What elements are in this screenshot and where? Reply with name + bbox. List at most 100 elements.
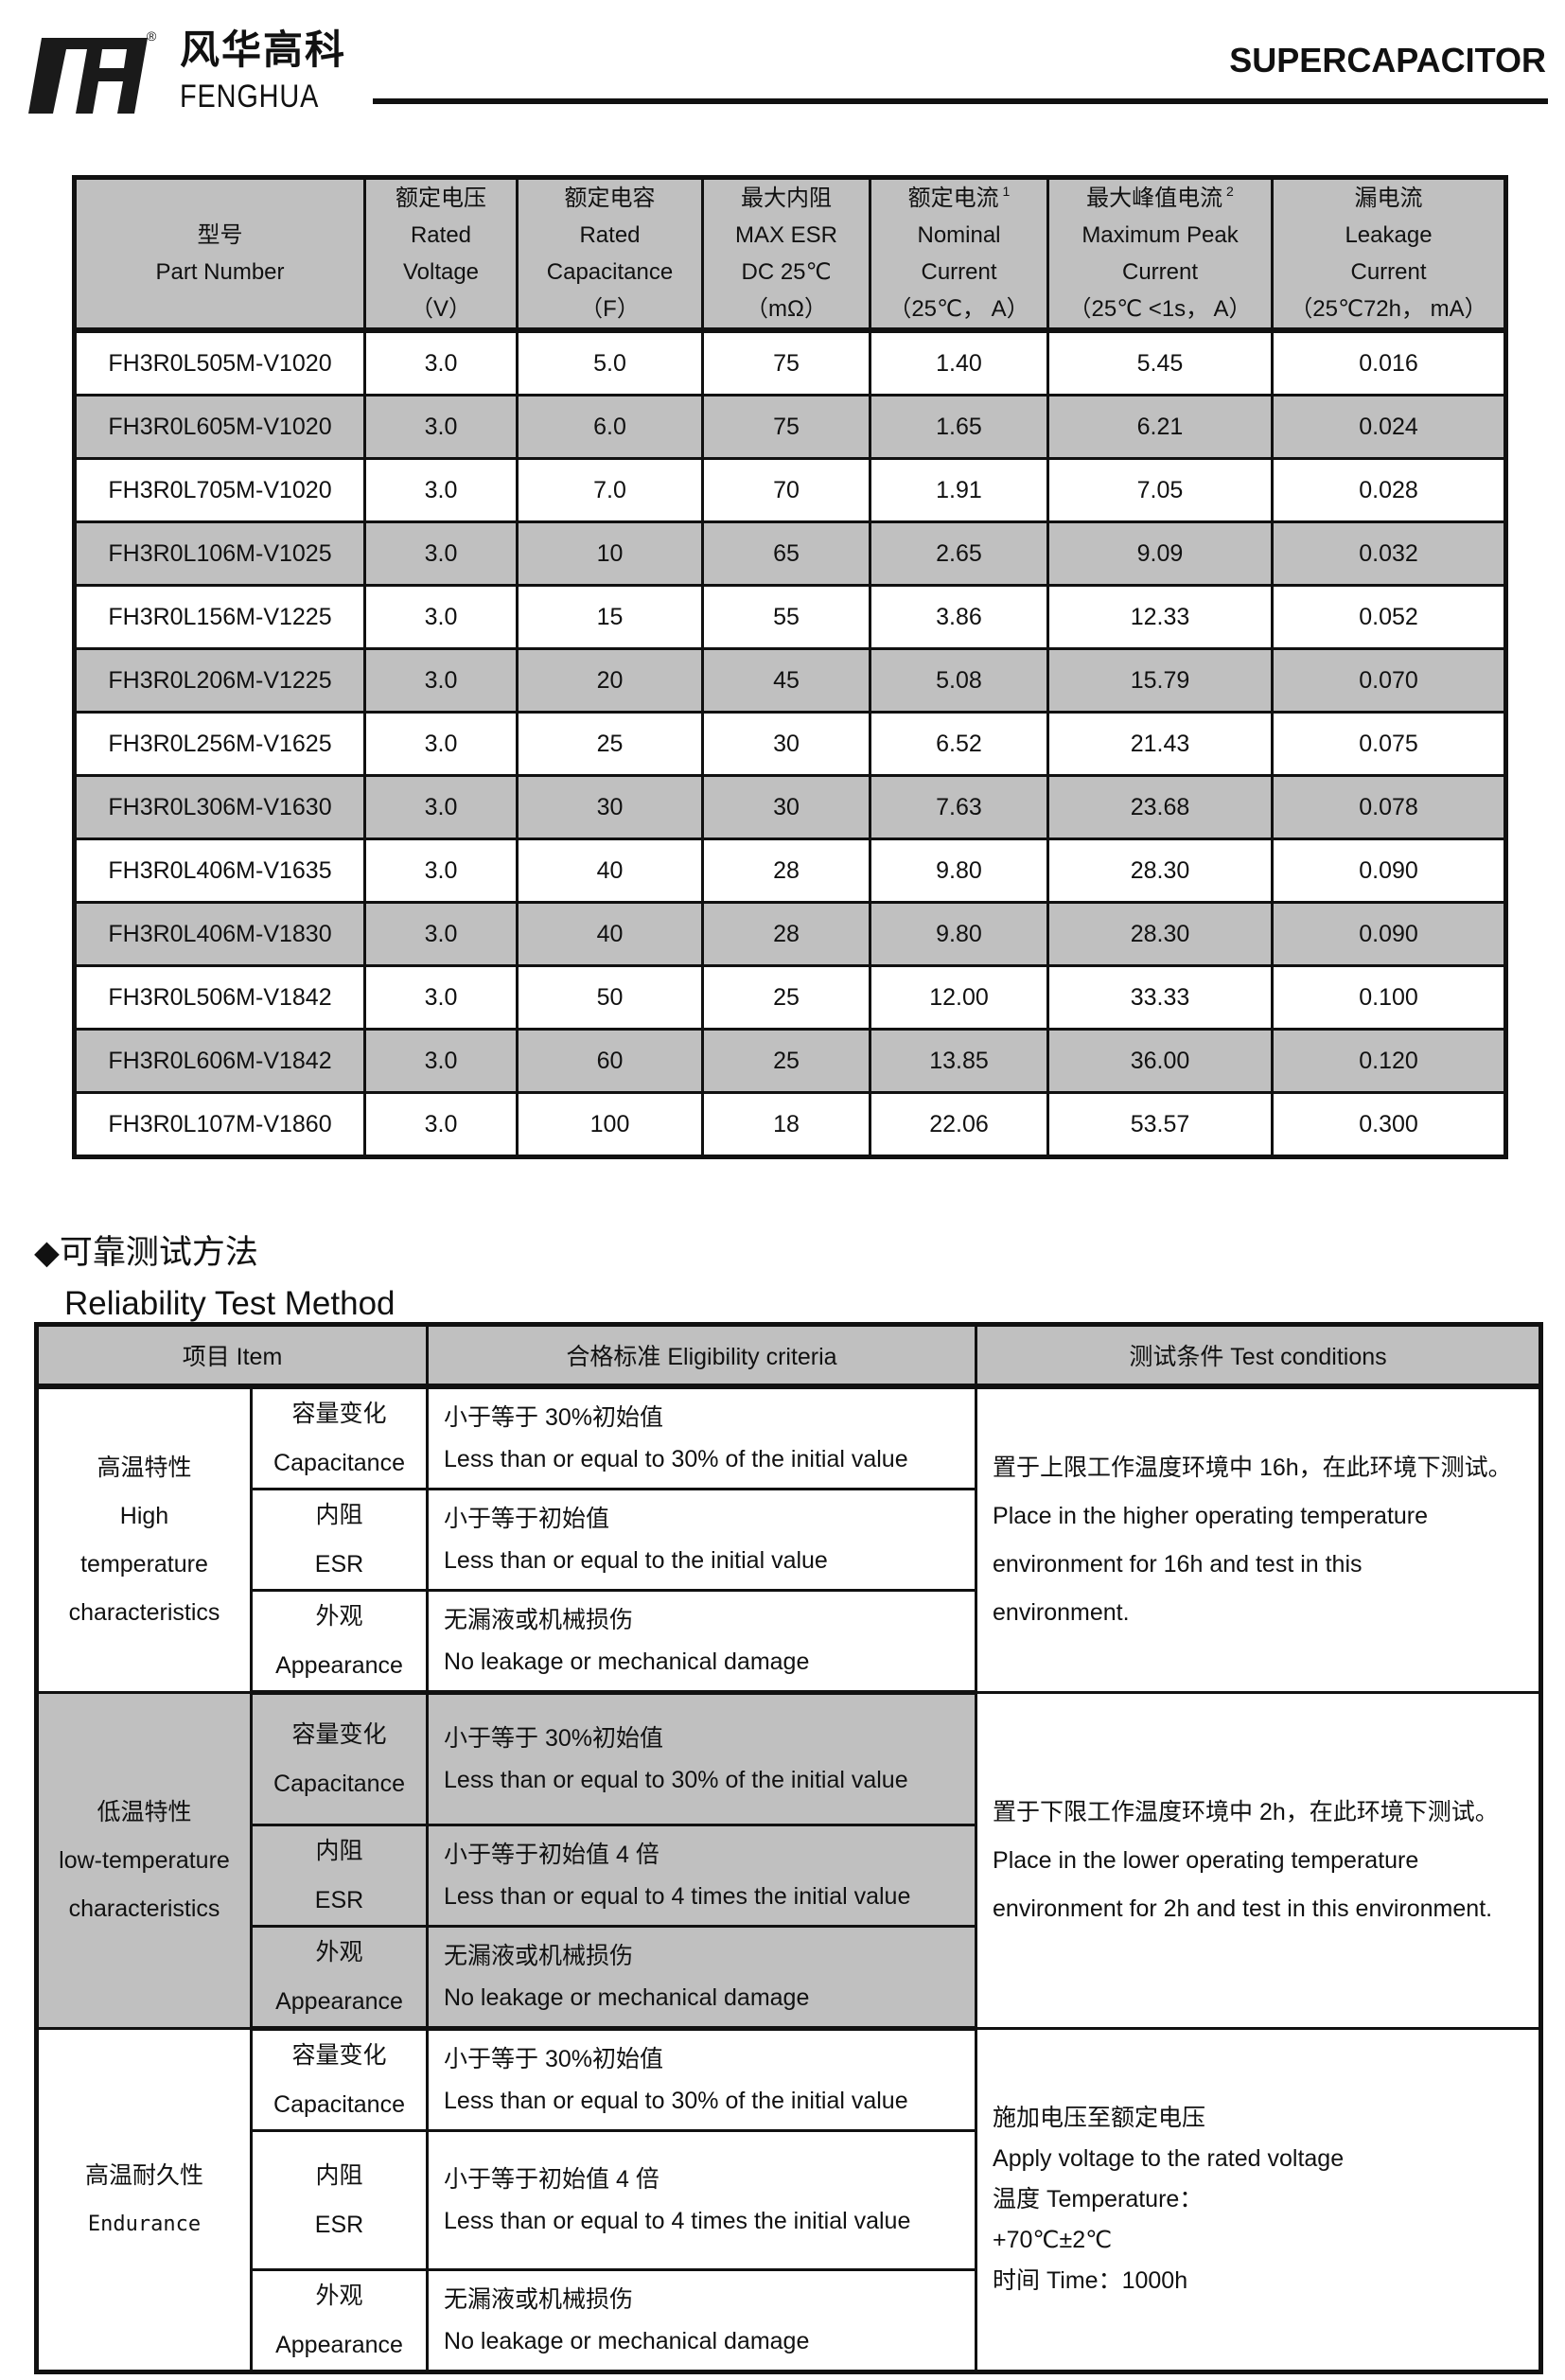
table-cell: 53.57 [1046, 1091, 1274, 1158]
table-cell: 3.0 [363, 901, 519, 967]
header-line-en1: Rated [579, 222, 641, 248]
test-item-line: 低温特性 [97, 1798, 192, 1825]
table-cell: 6.52 [869, 711, 1049, 777]
sub-item: 外观 Appearance [249, 1589, 430, 1695]
table-cell: 3.0 [363, 774, 519, 840]
criteria-line: Less than or equal to 30% of the initial… [444, 1446, 908, 1472]
table-cell: FH3R0L107M-V1860 [73, 1091, 366, 1158]
table-cell: FH3R0L106M-V1025 [73, 520, 366, 587]
table-cell: 0.032 [1271, 520, 1507, 587]
header-line-cn: 额定电容 [564, 185, 656, 211]
table-cell: 13.85 [869, 1028, 1049, 1094]
table-cell: 0.075 [1271, 711, 1507, 777]
reliability-header-row: 项目 Item 合格标准 Eligibility criteria 测试条件 T… [34, 1323, 1543, 1389]
table-cell: 0.300 [1271, 1091, 1507, 1158]
sub-item-line: ESR [314, 1551, 364, 1578]
criteria-line: 小于等于 30%初始值 [444, 1404, 663, 1431]
spec-header-row: 型号 Part Number 额定电压 Rated Voltage （V） 额定电容 Rate… [73, 176, 1507, 333]
table-cell: FH3R0L705M-V1020 [73, 457, 366, 523]
table-cell: FH3R0L605M-V1020 [73, 394, 366, 460]
table-cell: 7.05 [1046, 457, 1274, 523]
table-row: FH3R0L106M-V1025 3.0 10 65 2.65 9.09 0.032 [73, 520, 1507, 587]
header-criteria: 合格标准 Eligibility criteria [426, 1323, 978, 1389]
table-cell: 3.0 [363, 1028, 519, 1094]
table-row: FH3R0L306M-V1630 3.0 30 30 7.63 23.68 0.078 [73, 774, 1507, 840]
header-line-en2: Voltage [402, 259, 480, 285]
table-cell: 22.06 [869, 1091, 1049, 1158]
table-cell: 0.090 [1271, 837, 1507, 904]
table-cell: 33.33 [1046, 964, 1274, 1031]
table-cell: 0.052 [1271, 584, 1507, 650]
criteria-line: Less than or equal to the initial value [444, 1547, 828, 1574]
table-cell: 15 [516, 584, 704, 650]
reliability-row: 内阻 ESR 小于等于初始值 4 倍 Less than or equal to 4 … [37, 1824, 1541, 1928]
table-cell: 10 [516, 520, 704, 587]
header-line-cn: 额定电压 [396, 185, 486, 211]
column-header: 额定电压 Rated Voltage （V） [363, 176, 519, 333]
sub-item-line: 外观 [315, 2283, 363, 2309]
criteria-cell: 小于等于 30%初始值 Less than or equal to 30% of … [426, 2027, 978, 2132]
criteria-line: No leakage or mechanical damage [444, 2328, 810, 2354]
sub-item-line: ESR [314, 2212, 364, 2238]
header-line-unit: （25℃， A） [888, 296, 1029, 322]
table-cell: 3.0 [363, 394, 519, 460]
header-line-en2: Capacitance [546, 259, 674, 285]
table-cell: 0.028 [1271, 457, 1507, 523]
table-row: FH3R0L406M-V1830 3.0 40 28 9.80 28.30 0.090 [73, 901, 1507, 967]
reliability-row: 高温特性 High temperature characteristics 容量变化 Ca… [35, 1384, 1543, 1694]
criteria-cell: 小于等于初始值 4 倍 Less than or equal to 4 times… [426, 1824, 978, 1928]
table-cell: 1.91 [869, 457, 1049, 523]
table-cell: 25 [701, 1028, 871, 1094]
column-header: 最大峰值电流 2 Maximum Peak Current （25℃ <1s， A） [1046, 176, 1274, 333]
section-heading-en: Reliability Test Method [64, 1285, 396, 1322]
table-cell: 60 [516, 1028, 704, 1094]
criteria-line: Less than or equal to 30% of the initial… [444, 1767, 908, 1793]
table-cell: FH3R0L505M-V1020 [73, 328, 366, 397]
sub-item-line: Appearance [275, 2332, 403, 2358]
test-item-line: temperature [80, 1550, 208, 1578]
table-cell: 28.30 [1046, 901, 1274, 967]
table-cell: 3.0 [363, 647, 519, 714]
table-row: FH3R0L505M-V1020 3.0 5.0 75 1.40 5.45 0.016 [73, 328, 1507, 397]
brand-name-cn: 风华高科 [180, 26, 347, 73]
table-cell: 3.0 [363, 1091, 519, 1158]
criteria-line: 小于等于初始值 4 倍 [444, 1842, 659, 1868]
table-cell: 0.100 [1271, 964, 1507, 1031]
table-cell: 23.68 [1046, 774, 1274, 840]
table-cell: FH3R0L506M-V1842 [73, 964, 366, 1031]
table-cell: 3.0 [363, 457, 519, 523]
sub-item-line: Appearance [275, 1988, 403, 2015]
table-cell: 3.0 [363, 520, 519, 587]
sub-item-line: Capacitance [273, 1450, 405, 1476]
table-cell: 36.00 [1046, 1028, 1274, 1094]
table-cell: 15.79 [1046, 647, 1274, 714]
conditions-line: 时间 Time：1000h [993, 2267, 1188, 2294]
table-cell: 5.0 [516, 328, 704, 397]
header-line-en1: Part Number [155, 259, 285, 285]
table-cell: FH3R0L306M-V1630 [73, 774, 366, 840]
table-cell: 30 [701, 711, 871, 777]
column-header: 最大内阻 MAX ESR DC 25℃ （mΩ） [701, 176, 871, 333]
criteria-cell: 无漏液或机械损伤 No leakage or mechanical damage [426, 1925, 978, 2031]
reliability-row: 内阻 ESR 小于等于初始值 Less than or equal to the in… [37, 1488, 1541, 1592]
reliability-row: 低温特性 low-temperature characteristics 容量变化 Ca… [35, 1691, 1543, 2030]
conditions-line: Place in the higher operating temperatur… [993, 1502, 1429, 1529]
column-header: 漏电流 Leakage Current （25℃72h， mA） [1271, 176, 1507, 333]
sub-item-line: Capacitance [273, 2091, 405, 2118]
sub-item-line: Capacitance [273, 1771, 405, 1797]
fenghua-logo-icon [28, 38, 148, 114]
sub-item-line: 内阻 [315, 1838, 363, 1864]
table-row: FH3R0L156M-V1225 3.0 15 55 3.86 12.33 0.052 [73, 584, 1507, 650]
conditions-cell: 置于下限工作温度环境中 2h，在此环境下测试。 Place in the lowe… [975, 1691, 1543, 2030]
sub-item-line: 容量变化 [291, 2042, 387, 2069]
table-row: FH3R0L206M-V1225 3.0 20 45 5.08 15.79 0.070 [73, 647, 1507, 714]
table-cell: 45 [701, 647, 871, 714]
table-cell: 3.86 [869, 584, 1049, 650]
table-cell: 40 [516, 837, 704, 904]
criteria-line: 无漏液或机械损伤 [444, 1607, 634, 1633]
test-item-line: characteristics [68, 1598, 220, 1626]
table-cell: 0.016 [1271, 328, 1507, 397]
column-header: 额定电容 Rated Capacitance （F） [516, 176, 704, 333]
header-line-en1: Leakage [1345, 222, 1433, 248]
conditions-line: environment for 16h and test in this [993, 1550, 1363, 1578]
